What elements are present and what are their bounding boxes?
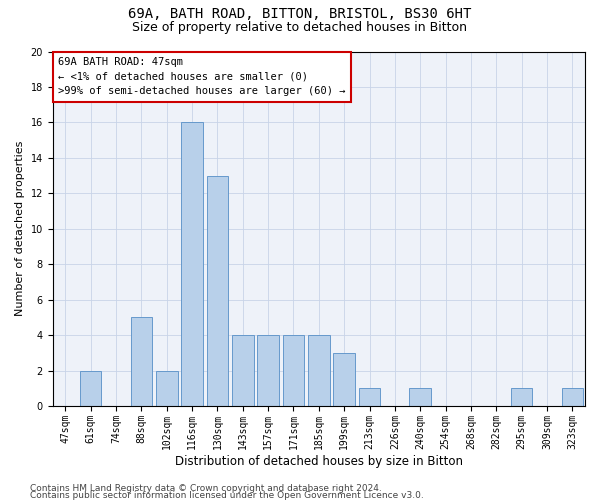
- Bar: [511, 388, 532, 406]
- Text: 69A BATH ROAD: 47sqm
← <1% of detached houses are smaller (0)
>99% of semi-detac: 69A BATH ROAD: 47sqm ← <1% of detached h…: [58, 57, 346, 96]
- Bar: [409, 388, 431, 406]
- Bar: [283, 335, 304, 406]
- Bar: [359, 388, 380, 406]
- Text: Size of property relative to detached houses in Bitton: Size of property relative to detached ho…: [133, 21, 467, 34]
- Bar: [334, 353, 355, 406]
- Bar: [232, 335, 254, 406]
- Bar: [156, 370, 178, 406]
- Bar: [562, 388, 583, 406]
- Bar: [308, 335, 329, 406]
- X-axis label: Distribution of detached houses by size in Bitton: Distribution of detached houses by size …: [175, 454, 463, 468]
- Bar: [257, 335, 279, 406]
- Bar: [131, 318, 152, 406]
- Text: 69A, BATH ROAD, BITTON, BRISTOL, BS30 6HT: 69A, BATH ROAD, BITTON, BRISTOL, BS30 6H…: [128, 8, 472, 22]
- Bar: [80, 370, 101, 406]
- Bar: [181, 122, 203, 406]
- Bar: [206, 176, 228, 406]
- Text: Contains HM Land Registry data © Crown copyright and database right 2024.: Contains HM Land Registry data © Crown c…: [30, 484, 382, 493]
- Text: Contains public sector information licensed under the Open Government Licence v3: Contains public sector information licen…: [30, 490, 424, 500]
- Y-axis label: Number of detached properties: Number of detached properties: [15, 141, 25, 316]
